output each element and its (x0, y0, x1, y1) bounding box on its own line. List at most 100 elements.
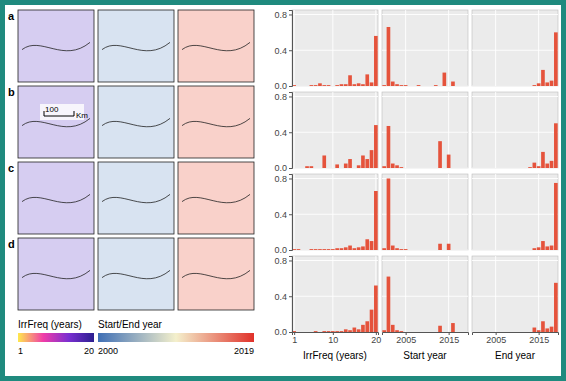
grid-line (292, 50, 378, 51)
bar (455, 86, 459, 87)
bar (421, 332, 425, 333)
bar (305, 86, 309, 87)
tick-label: 10 (328, 335, 338, 345)
tick-mark (289, 14, 292, 15)
bar (472, 168, 476, 169)
histogram (382, 92, 468, 168)
bar (408, 168, 412, 169)
bar (331, 331, 335, 332)
bar (455, 332, 459, 333)
colorbar-label: 2019 (234, 346, 254, 356)
bar (382, 166, 386, 168)
grid-line (332, 174, 333, 250)
grid-line (382, 96, 468, 97)
bar (502, 86, 506, 87)
scale-bar: 100Km (40, 104, 88, 120)
grid-line (292, 14, 378, 15)
bar (417, 168, 421, 169)
bars (292, 191, 377, 250)
grid-line (292, 168, 378, 169)
bar (318, 332, 322, 333)
bar (494, 250, 498, 251)
bar (481, 332, 485, 333)
bar (348, 159, 352, 168)
tick-label: 0.4 (274, 128, 287, 138)
bar (335, 331, 339, 332)
bar (550, 81, 554, 86)
tick-mark (289, 296, 292, 297)
histogram: 0.00.40.8 (274, 174, 378, 256)
bar (322, 85, 326, 86)
bar (314, 168, 318, 169)
plot-frame (472, 174, 558, 250)
bar (502, 168, 506, 169)
bar (408, 250, 412, 251)
histogram: 0.00.40.811020 (274, 256, 381, 346)
bar (528, 250, 532, 251)
tick-label: 0.4 (274, 292, 287, 302)
bar (443, 332, 447, 333)
bar (404, 85, 408, 86)
bar (391, 325, 395, 332)
bar (537, 166, 541, 168)
bar (382, 330, 386, 332)
bar (438, 326, 442, 332)
bar (357, 165, 361, 168)
bar (451, 323, 455, 332)
bar (322, 331, 326, 332)
tick-label: 0.8 (274, 92, 287, 102)
grid-line (292, 178, 378, 179)
bar (412, 250, 416, 251)
grid-line (405, 256, 406, 332)
bar (425, 332, 429, 333)
bar (430, 168, 434, 169)
bar (477, 86, 481, 87)
grid-line (472, 86, 558, 87)
bar (438, 86, 442, 87)
grid-line (472, 50, 558, 51)
bar (502, 332, 506, 333)
bars (382, 126, 450, 168)
bar (511, 86, 515, 87)
grid-line (292, 86, 378, 87)
axis-title: Start year (403, 350, 447, 361)
grid-line (448, 256, 449, 332)
bar (370, 310, 374, 332)
bars (382, 178, 450, 250)
bar (447, 244, 451, 250)
bar (310, 332, 314, 333)
bar (464, 250, 468, 251)
bar (537, 247, 541, 250)
bar (554, 283, 558, 332)
grid-line (332, 256, 333, 332)
bar (344, 247, 348, 250)
map-panel (18, 238, 94, 310)
grid-line (292, 214, 378, 215)
bar (533, 163, 537, 168)
tick: 0.0 (274, 245, 292, 255)
grid-line (292, 296, 378, 297)
bar (481, 86, 485, 87)
bar (387, 126, 391, 168)
colorbar (18, 333, 94, 342)
bar (387, 178, 391, 250)
bar (340, 168, 344, 169)
bar (537, 83, 541, 86)
tick-mark (289, 132, 292, 133)
bar (434, 250, 438, 251)
bar (447, 332, 451, 333)
bar (477, 332, 481, 333)
grid-line (332, 10, 333, 86)
bar (490, 86, 494, 87)
grid-line (382, 214, 468, 215)
bar (395, 330, 399, 332)
map-boundary (182, 118, 250, 126)
y-axis: 0.00.40.8 (274, 174, 292, 256)
x-axis: 20052015 (473, 332, 559, 345)
bar (374, 125, 378, 168)
bar (451, 250, 455, 251)
bar (434, 332, 438, 333)
bar (417, 250, 421, 251)
bars (382, 27, 454, 86)
histogram: 20052015 (472, 256, 559, 345)
